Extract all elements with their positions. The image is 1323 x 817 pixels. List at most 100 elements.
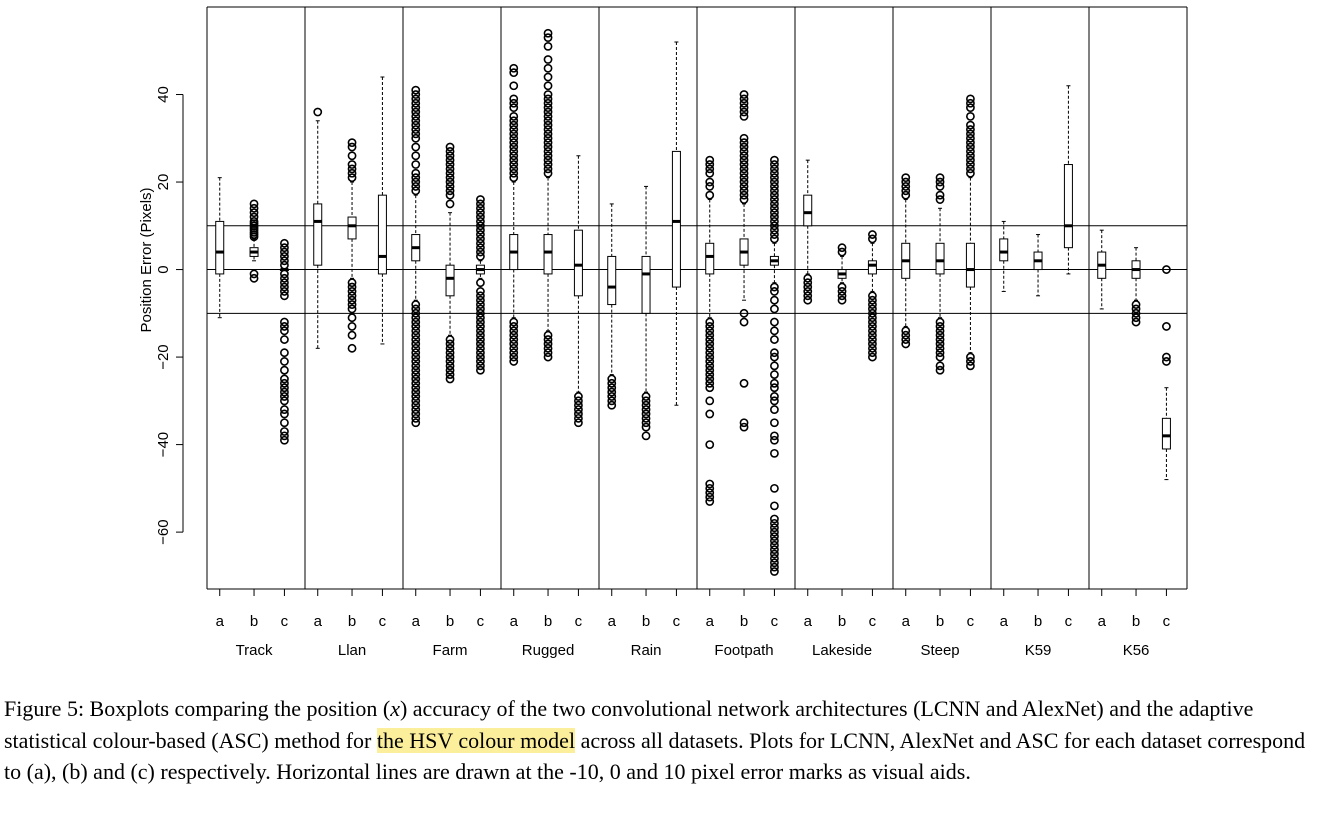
outlier-point [280, 322, 289, 331]
method-label: b [250, 613, 258, 630]
outlier-point [411, 326, 421, 336]
box-k59-b [1033, 234, 1043, 297]
outlier-point [411, 308, 421, 318]
outlier-point [280, 260, 289, 270]
outlier-point [476, 221, 485, 231]
outlier-point [543, 352, 553, 362]
outlier-point [770, 287, 779, 296]
outlier-point [770, 536, 779, 546]
outlier-point [543, 133, 553, 143]
caption-text-mid: ) accuracy of the two convolutional netw… [4, 696, 1254, 753]
outlier-point [705, 177, 715, 187]
outlier-point [705, 330, 715, 340]
outlier-point [411, 168, 421, 178]
y-tick-label: −20 [155, 344, 172, 369]
outlier-point [347, 291, 357, 301]
box-steep-c [965, 94, 975, 371]
outlier-point [739, 308, 749, 318]
method-label: c [1065, 613, 1073, 630]
outlier-point [280, 317, 289, 327]
method-label: c [771, 613, 779, 630]
outlier-point [543, 125, 553, 134]
outlier-point [770, 225, 779, 235]
outlier-point [705, 155, 715, 165]
method-label: a [1098, 613, 1107, 630]
outlier-point [280, 287, 289, 296]
outlier-point [543, 147, 553, 156]
box-iqr [445, 264, 455, 297]
box-rugged-a [509, 63, 519, 366]
outlier-point [739, 177, 749, 187]
outlier-point [770, 326, 779, 336]
outlier-point [249, 273, 259, 283]
outlier-point [705, 409, 715, 419]
outlier-point [509, 98, 519, 108]
method-label: b [838, 613, 846, 630]
box-k56-c [1161, 265, 1171, 481]
outlier-point [770, 212, 779, 222]
box-footpath-c [769, 155, 779, 576]
outlier-point [770, 352, 779, 362]
box-footpath-b [739, 90, 749, 432]
outlier-point [705, 396, 715, 406]
method-label: b [1034, 613, 1042, 630]
outlier-point [411, 409, 421, 419]
outlier-point [966, 111, 975, 121]
outlier-point [770, 230, 779, 239]
box-iqr [999, 238, 1009, 262]
box-farm-b [445, 142, 455, 384]
outlier-point [935, 339, 945, 349]
outlier-point [966, 352, 975, 362]
outlier-point [445, 335, 455, 344]
outlier-point [966, 120, 975, 130]
outlier-point [739, 190, 749, 200]
outlier-point [411, 370, 421, 379]
y-tick-label: −40 [155, 432, 172, 457]
outlier-point [1131, 304, 1141, 314]
outlier-point [445, 182, 455, 191]
outlier-point [935, 190, 945, 200]
outlier-point [476, 230, 485, 239]
y-tick-label: −60 [155, 519, 172, 544]
outlier-point [445, 164, 455, 174]
outlier-point [641, 405, 651, 414]
outlier-point [705, 370, 715, 379]
outlier-point [543, 111, 553, 121]
outlier-point [411, 330, 421, 340]
outlier-point [411, 352, 421, 362]
outlier-point [1162, 357, 1171, 366]
outlier-point [770, 199, 779, 209]
outlier-point [411, 361, 421, 371]
outlier-point [280, 326, 289, 336]
outlier-point [901, 326, 911, 336]
outlier-point [739, 142, 749, 152]
dataset-label: Steep [920, 642, 959, 659]
outlier-point [509, 352, 519, 362]
outlier-point [411, 120, 421, 130]
outlier-point [476, 234, 485, 244]
outlier-point [280, 269, 289, 279]
outlier-point [868, 335, 877, 344]
outlier-point [249, 208, 259, 218]
outlier-point [347, 330, 357, 340]
outlier-point [280, 383, 289, 393]
outlier-point [280, 291, 289, 301]
outlier-point [770, 361, 779, 371]
outlier-point [509, 168, 519, 178]
outlier-point [280, 256, 289, 266]
outlier-point [837, 282, 847, 292]
outlier-point [476, 335, 485, 344]
outlier-point [445, 147, 455, 156]
outlier-point [476, 365, 485, 375]
outlier-point [935, 326, 945, 336]
outlier-point [411, 129, 421, 139]
outlier-point [770, 483, 779, 493]
outlier-point [574, 405, 583, 414]
outlier-point [509, 317, 519, 327]
outlier-point [641, 400, 651, 410]
box-iqr [671, 150, 681, 288]
outlier-point [411, 413, 421, 423]
outlier-point [868, 230, 877, 239]
box-iqr [1161, 417, 1171, 450]
